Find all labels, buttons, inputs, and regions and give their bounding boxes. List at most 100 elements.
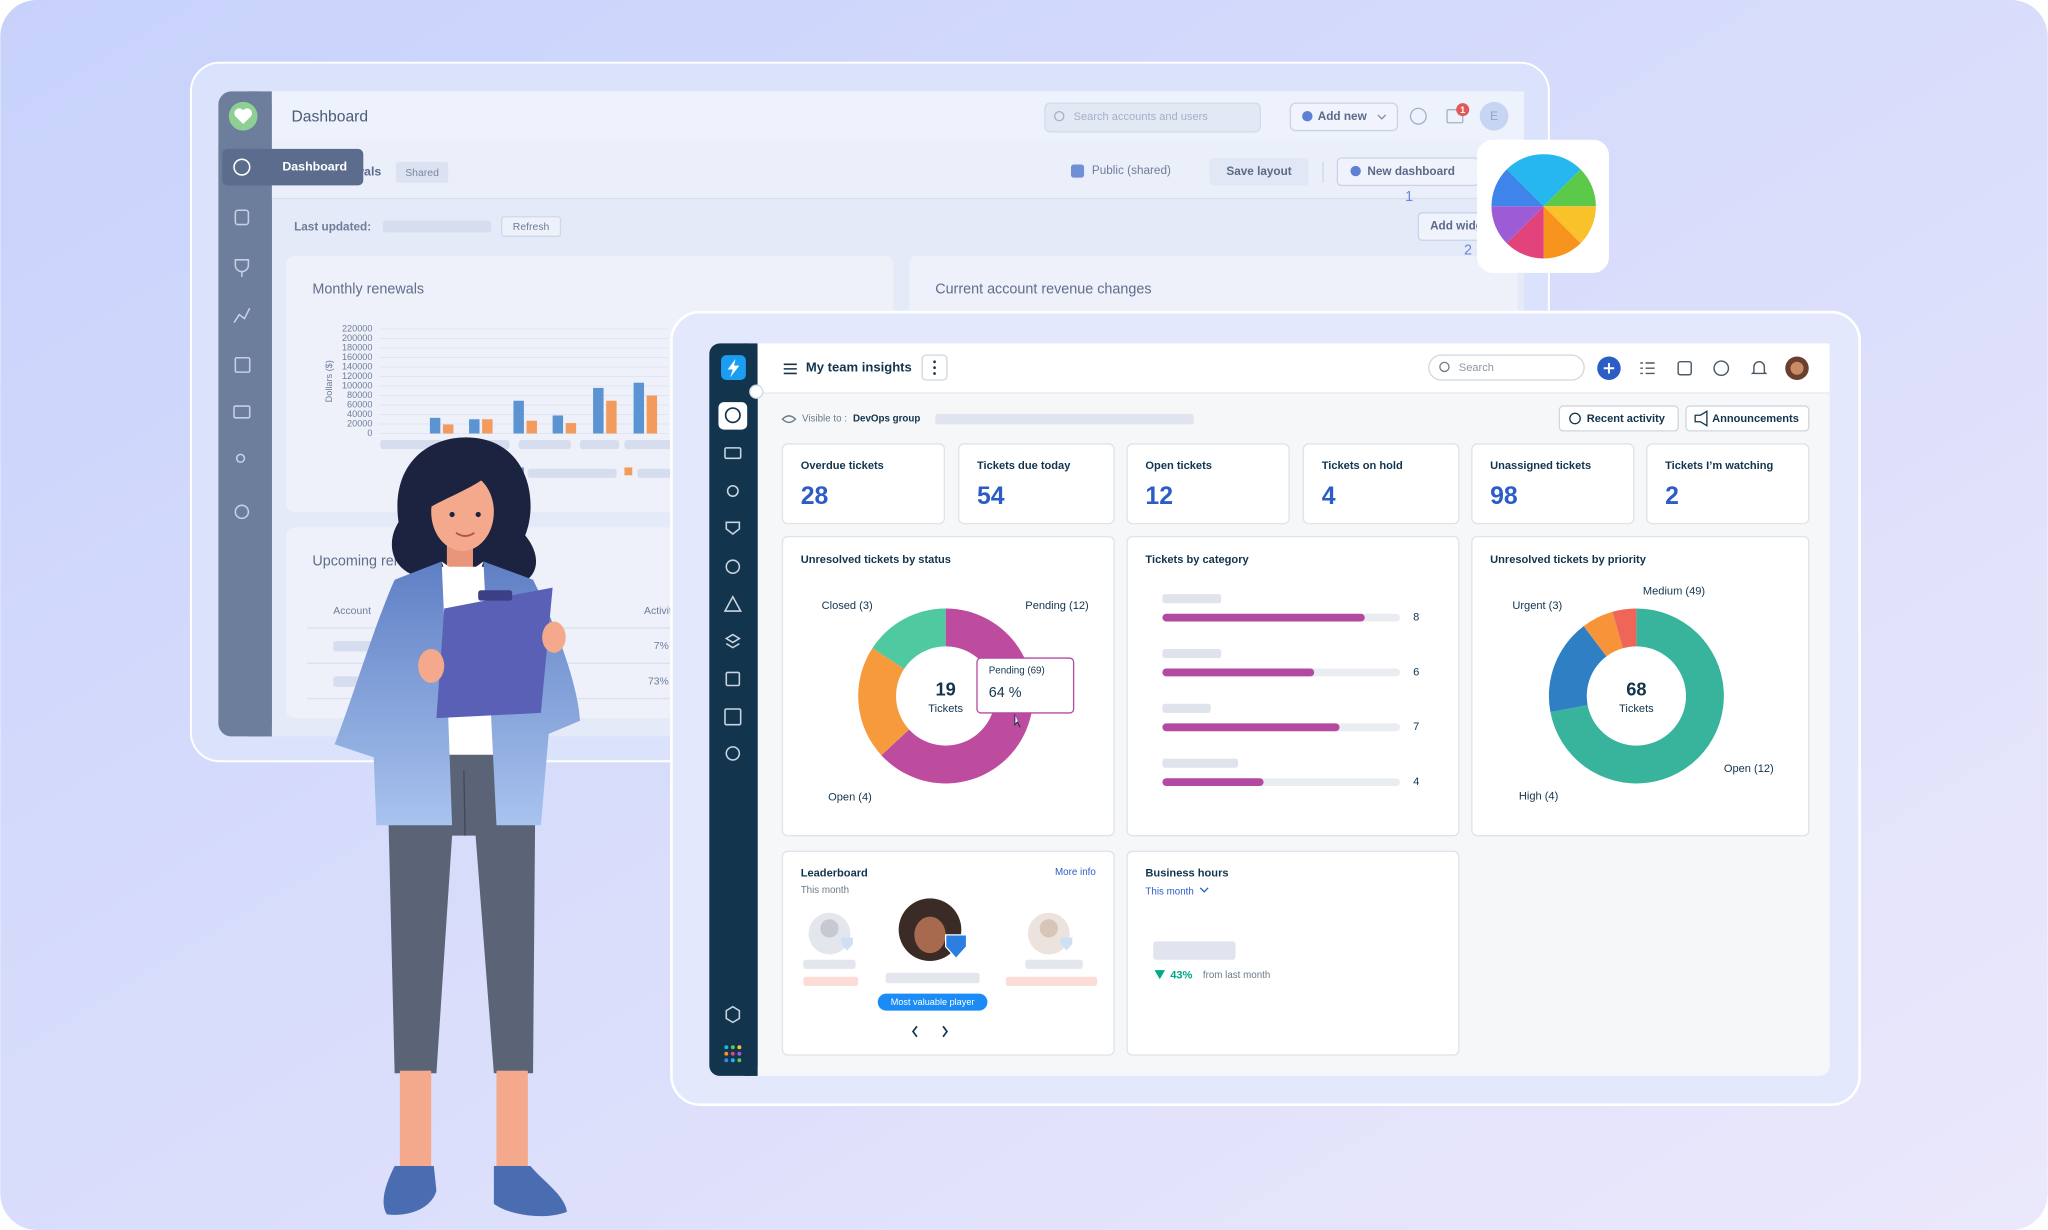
front-search[interactable]	[1428, 354, 1585, 381]
refresh-button[interactable]	[501, 216, 562, 237]
hand	[418, 648, 445, 683]
card-title: Tickets by category	[1145, 554, 1249, 566]
y-tick-label: 140000	[342, 361, 372, 371]
bar	[552, 415, 564, 434]
period-selector[interactable]: This month	[1145, 886, 1193, 897]
help-icon[interactable]	[1713, 360, 1730, 377]
placeholder	[935, 413, 1194, 425]
nav-icon[interactable]	[725, 559, 741, 574]
avatar-face	[820, 919, 839, 938]
kpi-card[interactable]	[1126, 443, 1290, 525]
save-layout-button[interactable]	[1209, 157, 1309, 186]
todo-icon[interactable]	[1640, 362, 1655, 375]
kpi-card[interactable]	[1646, 443, 1810, 525]
bangs	[425, 455, 497, 507]
last-updated-label: Last updated:	[294, 220, 371, 233]
active-nav[interactable]	[718, 402, 748, 430]
pants	[386, 750, 536, 1074]
bar	[633, 382, 645, 434]
nav-icon[interactable]	[234, 504, 250, 520]
hand	[542, 621, 566, 653]
tooltip-value: 64 %	[989, 685, 1022, 701]
collapse-toggle[interactable]	[749, 384, 764, 399]
badge-count: 1	[1460, 105, 1465, 115]
bar	[526, 420, 537, 434]
donut-total-label: Tickets	[928, 703, 963, 715]
leg	[399, 1070, 432, 1170]
kpi-value: 28	[801, 483, 829, 510]
next-arrow[interactable]	[942, 1025, 949, 1038]
kpi-card[interactable]	[781, 443, 946, 525]
avatar[interactable]	[1479, 101, 1509, 131]
placeholder	[380, 440, 443, 450]
recent-activity-button[interactable]	[1558, 405, 1679, 432]
front-logo-bolt	[727, 359, 740, 378]
front-content: My team insights Search Visible to : DevOps…	[801, 360, 1799, 1008]
nav-icon[interactable]	[724, 447, 742, 460]
y-tick-label: 80000	[347, 390, 372, 400]
bar	[593, 387, 604, 434]
chart-tooltip: Pending (69) 64 %	[976, 657, 1075, 728]
dot	[730, 1058, 735, 1063]
card-title: Unresolved tickets by priority	[1490, 554, 1647, 566]
nav-icon[interactable]	[234, 209, 250, 226]
bell-icon[interactable]	[1750, 361, 1768, 375]
avatar-initial: E	[1490, 110, 1498, 123]
placeholder	[1025, 959, 1083, 969]
card-title: Current account revenue changes	[935, 282, 1151, 298]
nav-icon[interactable]	[233, 405, 251, 419]
mvp-label: Most valuable player	[891, 997, 975, 1007]
clip	[478, 590, 513, 601]
help-icon[interactable]	[1409, 107, 1427, 125]
announcements-button[interactable]	[1685, 405, 1810, 432]
nav-icon[interactable]	[233, 307, 251, 323]
back-search[interactable]	[1044, 102, 1261, 133]
button-label: Add new	[1318, 110, 1368, 123]
donut-segment	[1583, 611, 1623, 657]
dot	[737, 1045, 742, 1050]
back-sidebar-icons	[233, 209, 251, 520]
public-checkbox[interactable]	[1071, 164, 1085, 178]
kpi-card[interactable]	[958, 443, 1115, 525]
nav-icon[interactable]	[725, 746, 741, 761]
period-caret[interactable]	[1199, 887, 1209, 893]
page-title: Dashboard	[291, 109, 368, 126]
nav-icon[interactable]	[725, 1005, 741, 1024]
menu-icon[interactable]	[783, 363, 797, 375]
notification-badge	[1456, 103, 1470, 117]
tab-badge: Shared	[405, 168, 439, 179]
prev-arrow[interactable]	[911, 1025, 918, 1038]
user-face	[1790, 361, 1804, 375]
apps-grid[interactable]	[724, 1045, 742, 1063]
nav-icon[interactable]	[724, 633, 741, 649]
add-new-button[interactable]	[1289, 102, 1399, 132]
bar	[646, 395, 658, 434]
dashboard-icon[interactable]	[233, 158, 251, 176]
calendar-icon[interactable]	[1677, 360, 1692, 376]
nav-icon[interactable]	[235, 453, 246, 464]
back-sidebar-edge	[248, 91, 272, 737]
y-tick-label: 100000	[342, 380, 372, 390]
nav-icon[interactable]	[234, 356, 251, 373]
axis-label: Dollars ($)	[324, 360, 334, 402]
more-info-link[interactable]: More info	[1055, 867, 1096, 878]
bar-value: 4	[1413, 776, 1419, 788]
placeholder	[1005, 976, 1098, 986]
logo-leaf	[1491, 154, 1596, 259]
kpi-card[interactable]	[1302, 443, 1460, 525]
bar	[442, 424, 454, 434]
nav-icon[interactable]	[724, 708, 742, 726]
nav-icon[interactable]	[234, 259, 250, 277]
kpi-card[interactable]	[1471, 443, 1635, 525]
nav-icon[interactable]	[725, 671, 741, 687]
add-widget-button[interactable]	[1417, 212, 1496, 241]
nav-icon[interactable]	[725, 521, 741, 536]
nav-icon[interactable]	[723, 595, 742, 612]
placeholder	[382, 220, 492, 233]
nav-icon[interactable]	[726, 484, 739, 497]
nav-icon	[724, 407, 741, 424]
kpi-label: Tickets on hold	[1322, 460, 1403, 472]
shared-badge	[395, 161, 449, 183]
step-number: 1	[1405, 189, 1413, 205]
